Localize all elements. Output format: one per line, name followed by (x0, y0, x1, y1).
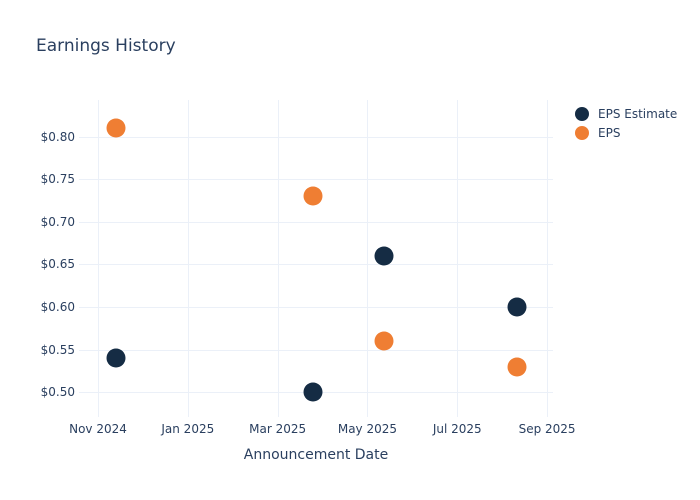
y-gridline (79, 264, 553, 266)
x-gridline (187, 100, 189, 417)
legend-item-eps[interactable]: EPS (575, 123, 677, 142)
legend-item-eps-estimate[interactable]: EPS Estimate (575, 104, 677, 123)
chart-title: Earnings History (36, 36, 176, 56)
y-gridline (79, 136, 553, 138)
eps-point[interactable] (303, 186, 323, 206)
eps-estimate-point[interactable] (507, 297, 527, 317)
x-tick-label: Sep 2025 (518, 422, 576, 436)
y-tick-label: $0.60 (40, 299, 75, 314)
y-gridline (79, 179, 553, 181)
y-gridline (79, 306, 553, 308)
x-gridline (457, 100, 459, 417)
x-gridline (277, 100, 279, 417)
y-tick-label: $0.70 (40, 214, 75, 229)
eps-estimate-swatch-icon (575, 106, 589, 121)
x-tick-label: Jul 2025 (432, 422, 482, 436)
y-tick-label: $0.55 (40, 342, 75, 357)
y-gridline (79, 349, 553, 351)
eps-point[interactable] (507, 357, 527, 376)
y-tick-label: $0.65 (40, 257, 75, 272)
y-gridline (79, 221, 553, 223)
legend: EPS Estimate EPS (575, 104, 677, 142)
y-tick-label: $0.75 (40, 172, 75, 187)
x-gridline (547, 100, 549, 417)
x-tick-label: Jan 2025 (161, 422, 215, 436)
legend-label: EPS Estimate (598, 106, 678, 121)
x-axis-title: Announcement Date (243, 447, 389, 463)
plot-area (79, 100, 553, 417)
eps-point[interactable] (374, 331, 394, 351)
x-gridline (367, 100, 369, 417)
x-tick-label: May 2025 (337, 422, 398, 436)
x-tick-label: Mar 2025 (249, 422, 307, 436)
eps-point[interactable] (106, 118, 126, 138)
eps-swatch-icon (575, 125, 589, 140)
x-tick-label: Nov 2024 (69, 422, 127, 436)
eps-estimate-point[interactable] (374, 246, 394, 266)
legend-label: EPS (598, 125, 621, 140)
y-tick-label: $0.50 (40, 385, 75, 399)
eps-estimate-point[interactable] (303, 382, 323, 402)
x-gridline (97, 100, 99, 417)
eps-estimate-point[interactable] (106, 348, 126, 368)
y-tick-label: $0.80 (40, 129, 75, 144)
